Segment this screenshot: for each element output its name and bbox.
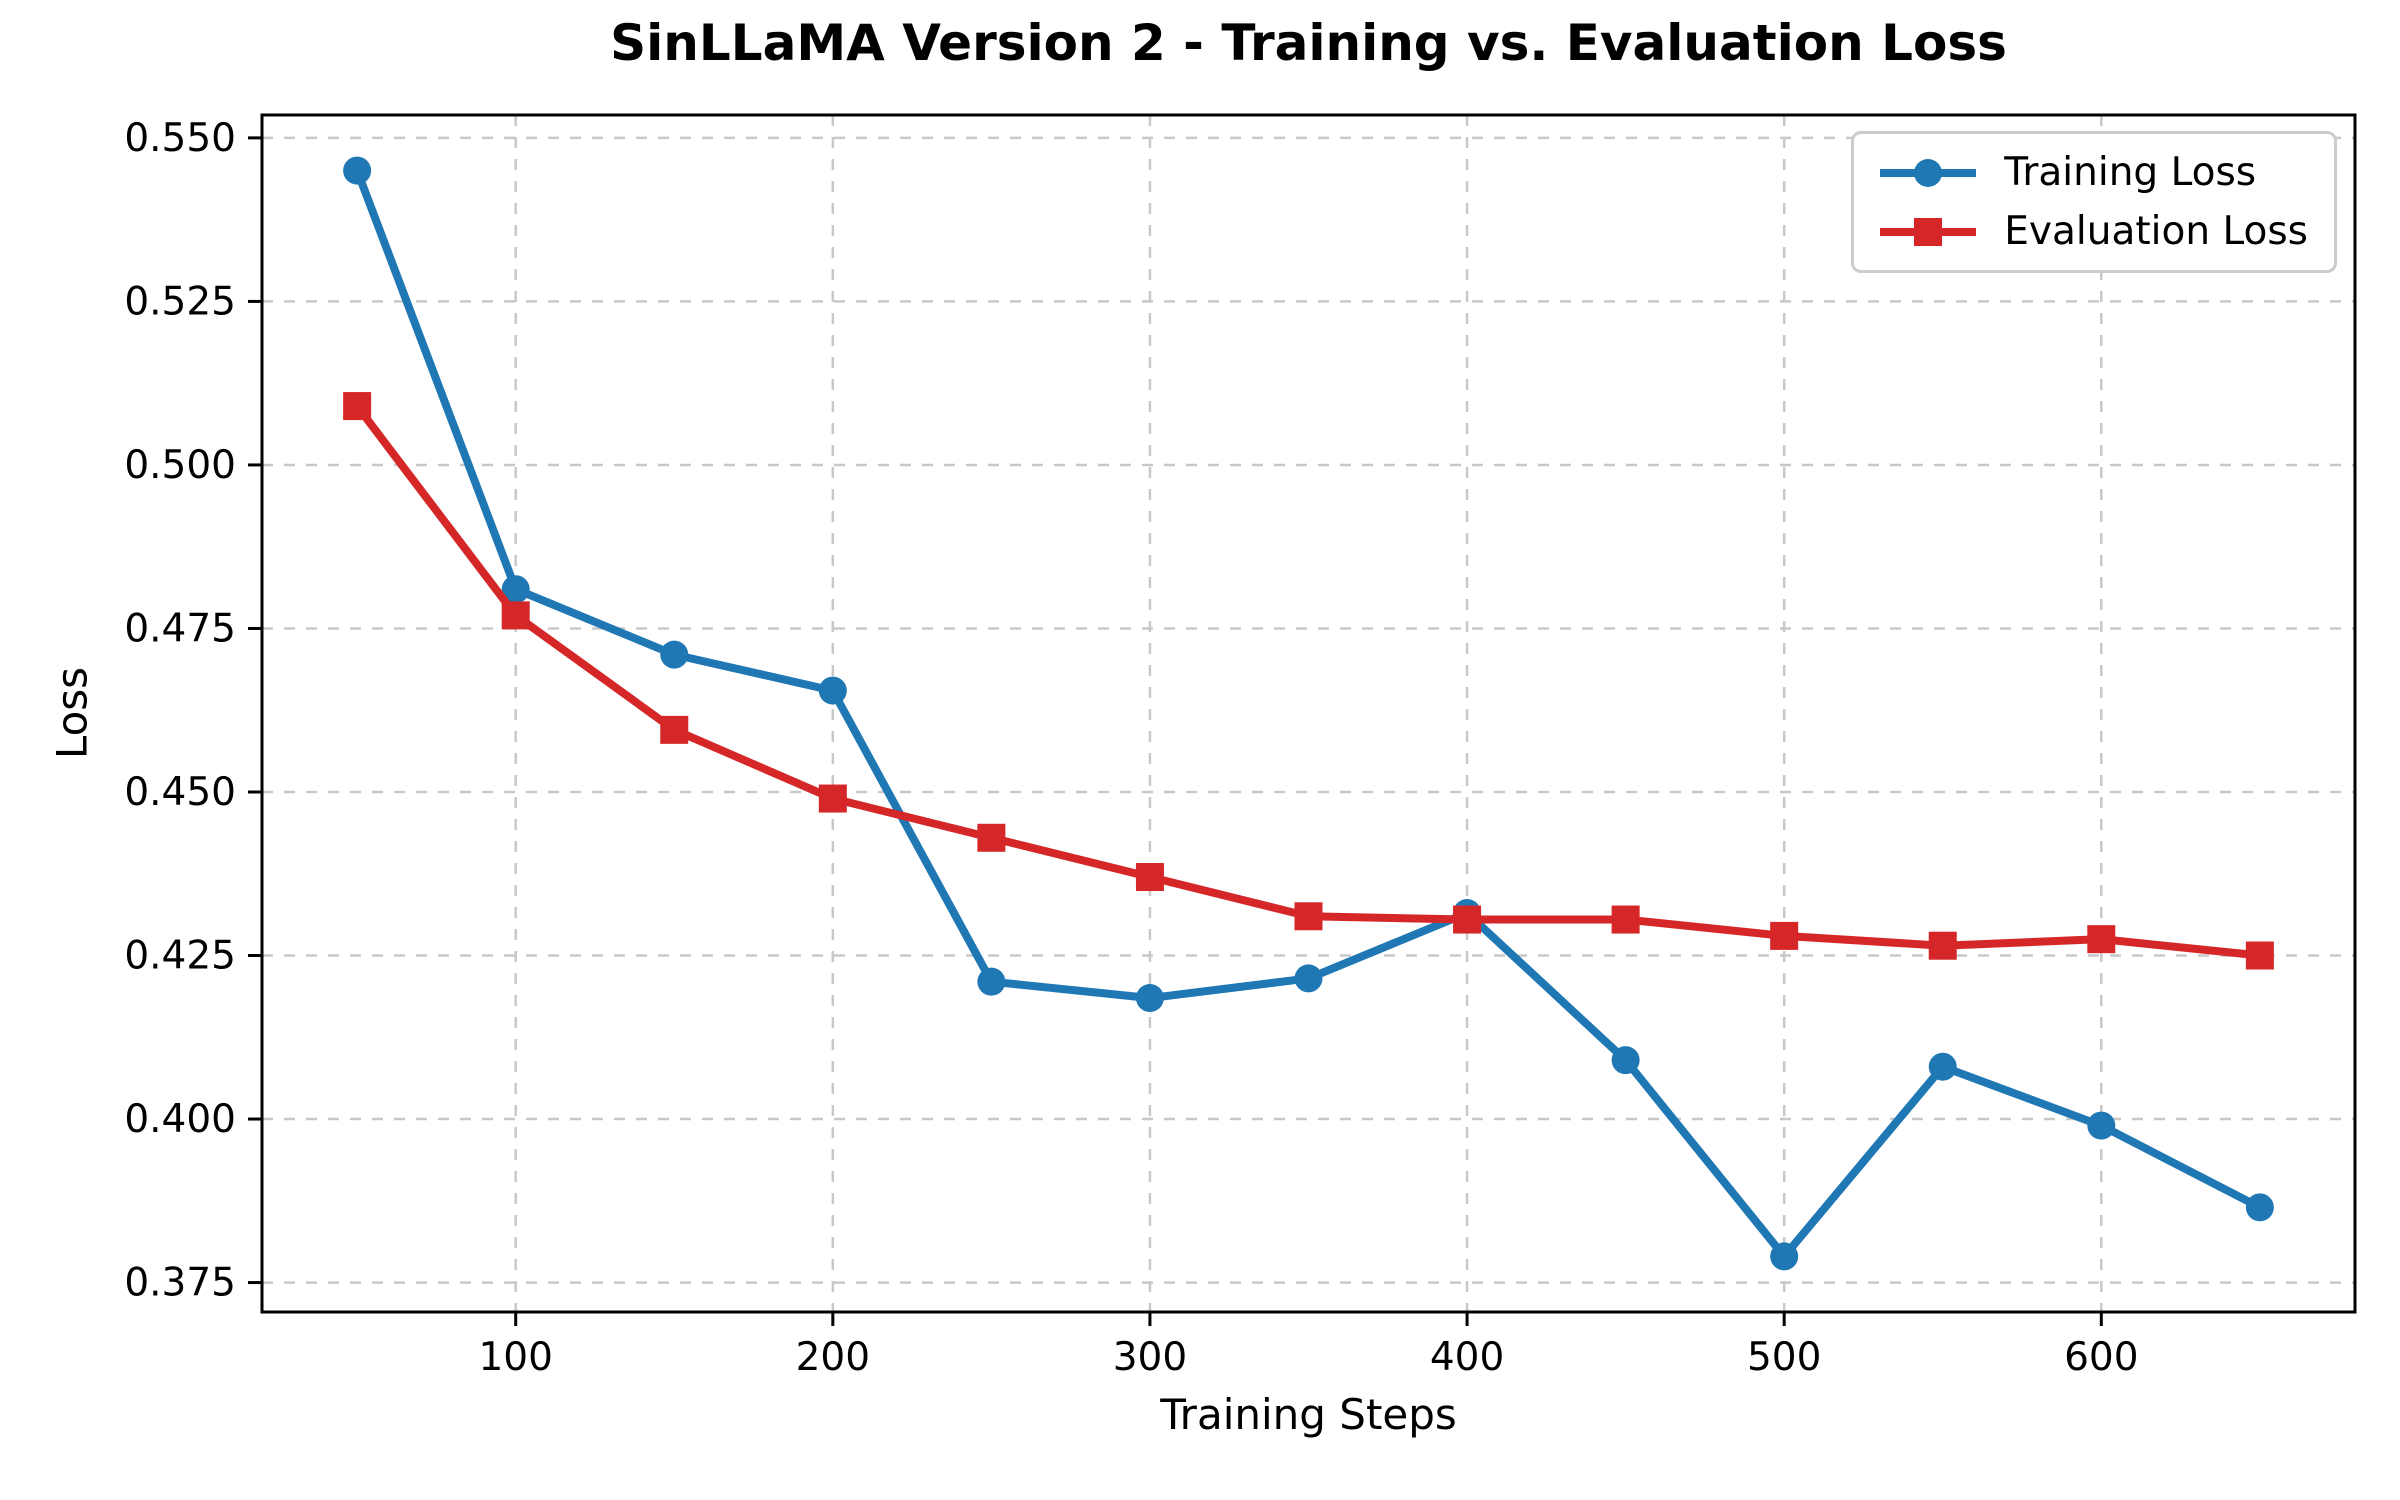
gridlines [262,115,2355,1312]
legend-label-evaluation-loss: Evaluation Loss [2004,209,2308,254]
y-tick-label: 0.475 [124,606,236,651]
legend-item-training-loss: Training Loss [1876,150,2308,195]
y-tick-label: 0.500 [124,443,236,488]
y-tick-label: 0.525 [124,279,236,324]
series-training-loss [343,156,2274,1271]
y-tick-label: 0.425 [124,934,236,979]
x-tick-label: 600 [2064,1335,2138,1380]
evaluation-loss-marker-icon [1880,217,1977,246]
x-tick-label: 100 [478,1335,552,1380]
training-loss-marker-icon [1880,158,1977,187]
axis-ticks: 100 200 300 400 500 600 0.375 0.400 0.425 0.450 0.… [124,116,2138,1380]
legend-item-evaluation-loss: Evaluation Loss [1876,209,2308,254]
legend: Training Loss Evaluation Loss [1851,131,2337,273]
x-tick-label: 500 [1747,1335,1821,1380]
x-tick-label: 400 [1430,1335,1504,1380]
y-tick-label: 0.550 [124,116,236,161]
chart-title: SinLLaMA Version 2 - Training vs. Evalua… [610,14,2007,72]
y-tick-label: 0.400 [124,1097,236,1142]
x-tick-label: 200 [796,1335,870,1380]
y-tick-label: 0.450 [124,770,236,815]
y-tick-label: 0.375 [124,1261,236,1306]
x-tick-label: 300 [1113,1335,1187,1380]
legend-label-training-loss: Training Loss [2004,150,2257,195]
x-axis-label: Training Steps [1160,1390,1457,1439]
series-evaluation-loss [343,392,2274,970]
plot-border [260,113,2357,1314]
y-axis-label: Loss [47,666,97,760]
